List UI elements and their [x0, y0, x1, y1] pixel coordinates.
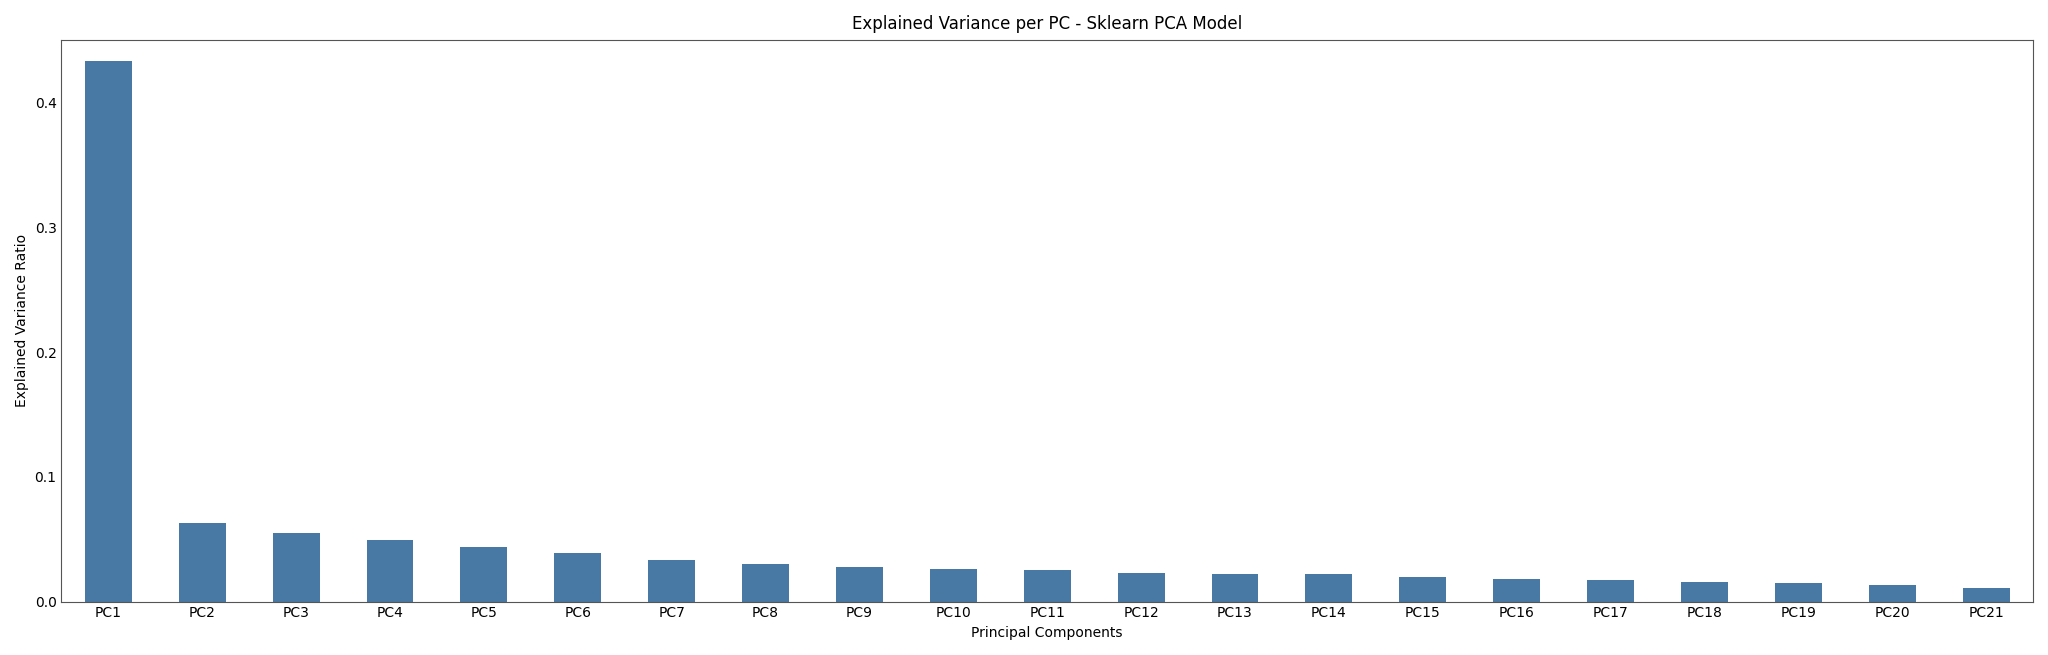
Bar [930, 569, 977, 601]
Bar [836, 567, 883, 601]
Bar [1024, 571, 1071, 601]
Bar [555, 553, 602, 601]
Y-axis label: Explained Variance Ratio: Explained Variance Ratio [14, 234, 29, 407]
Bar [84, 62, 131, 601]
Bar [1776, 583, 1823, 601]
X-axis label: Principal Components: Principal Components [971, 626, 1122, 640]
Bar [178, 523, 225, 601]
Bar [367, 540, 414, 601]
Bar [1305, 574, 1352, 601]
Bar [741, 564, 788, 601]
Bar [272, 533, 319, 601]
Bar [1868, 586, 1915, 601]
Bar [1399, 576, 1446, 601]
Bar [1962, 588, 2009, 601]
Bar [1587, 580, 1634, 601]
Title: Explained Variance per PC - Sklearn PCA Model: Explained Variance per PC - Sklearn PCA … [852, 15, 1243, 33]
Bar [1212, 574, 1257, 601]
Bar [649, 561, 694, 601]
Bar [1493, 579, 1540, 601]
Bar [1118, 573, 1165, 601]
Bar [1681, 582, 1729, 601]
Bar [461, 547, 508, 601]
